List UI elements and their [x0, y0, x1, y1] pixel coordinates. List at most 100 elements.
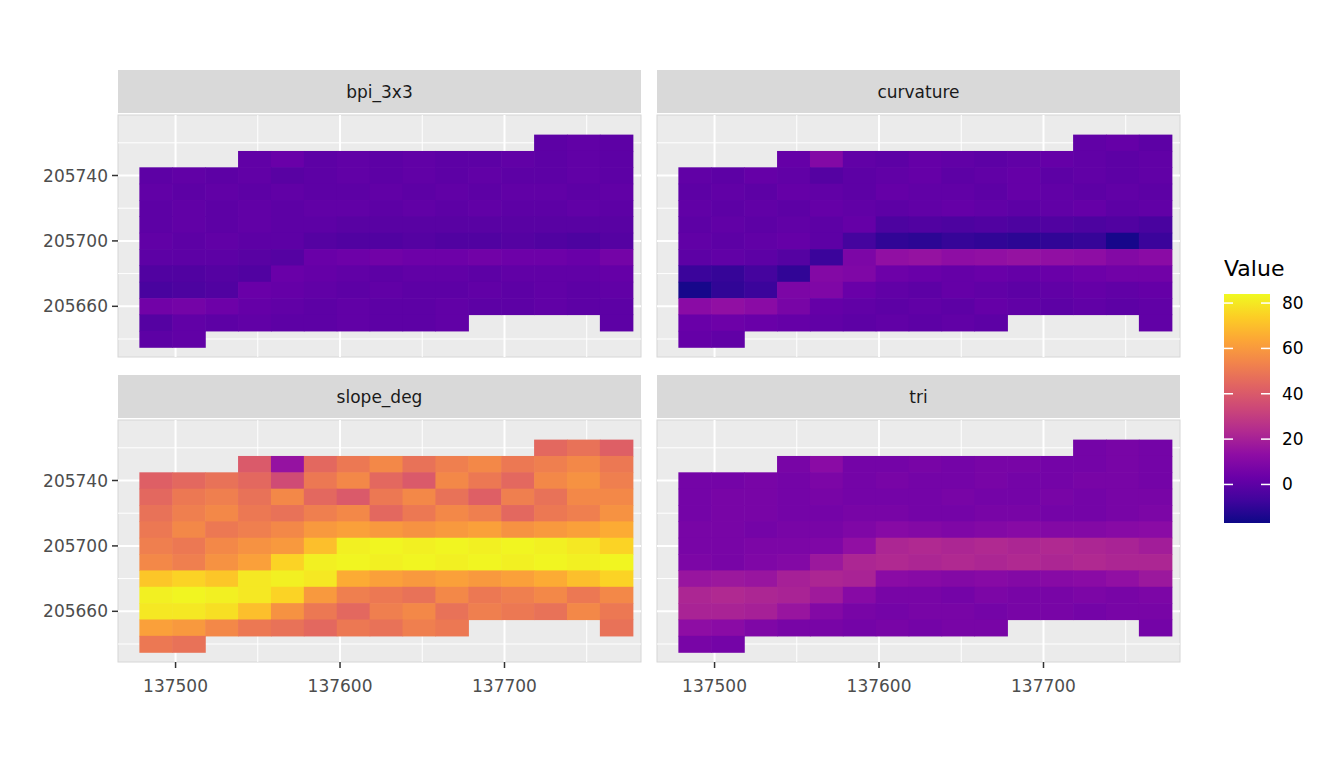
colorbar-tick: [1224, 393, 1233, 395]
cell: [600, 587, 633, 604]
cell: [909, 472, 942, 489]
cell: [1139, 521, 1172, 538]
cell: [205, 265, 238, 282]
cell: [1007, 456, 1040, 473]
cell: [1040, 570, 1073, 587]
cell: [909, 603, 942, 620]
cell: [172, 298, 205, 315]
cell: [711, 200, 744, 217]
cell: [205, 603, 238, 620]
cell: [843, 216, 876, 233]
cell: [534, 505, 567, 522]
cell: [337, 570, 370, 587]
cell: [678, 636, 711, 653]
cell: [974, 216, 1007, 233]
cell: [942, 200, 975, 217]
cell: [1073, 603, 1106, 620]
cell: [909, 521, 942, 538]
tick-label: 205740: [43, 166, 108, 186]
cell: [139, 619, 172, 636]
cell: [711, 489, 744, 506]
cell: [337, 298, 370, 315]
strip: [657, 70, 1180, 113]
cell: [468, 538, 501, 555]
legend-title: Value: [1224, 256, 1284, 281]
colorbar: [1224, 294, 1270, 523]
cell: [678, 167, 711, 184]
cell: [1106, 538, 1139, 555]
cell: [1106, 456, 1139, 473]
cell: [403, 456, 436, 473]
tick-label: 205660: [43, 296, 108, 316]
cell: [744, 472, 777, 489]
cell: [974, 505, 1007, 522]
cell: [304, 472, 337, 489]
cell: [337, 151, 370, 168]
cell: [534, 200, 567, 217]
cell: [810, 554, 843, 571]
cell: [942, 538, 975, 555]
cell: [678, 331, 711, 348]
cell: [468, 216, 501, 233]
cell: [139, 249, 172, 266]
cell: [711, 282, 744, 299]
cell: [370, 570, 403, 587]
cell: [1073, 265, 1106, 282]
cell: [172, 570, 205, 587]
cell: [600, 538, 633, 555]
cell: [777, 538, 810, 555]
cell: [843, 314, 876, 331]
cell: [1073, 298, 1106, 315]
cell: [843, 472, 876, 489]
cell: [1040, 521, 1073, 538]
cell: [1040, 167, 1073, 184]
cell: [534, 538, 567, 555]
cell: [711, 314, 744, 331]
cell: [678, 521, 711, 538]
cell: [435, 298, 468, 315]
cell: [271, 521, 304, 538]
cell: [370, 233, 403, 250]
cell: [942, 521, 975, 538]
tick: [1043, 662, 1045, 668]
cell: [843, 265, 876, 282]
tick-label: 205700: [43, 231, 108, 251]
cell: [468, 472, 501, 489]
cell: [238, 314, 271, 331]
cell: [139, 167, 172, 184]
cell: [1073, 233, 1106, 250]
cell: [205, 233, 238, 250]
colorbar-tick: [1261, 302, 1270, 304]
cell: [876, 554, 909, 571]
tick-label: 137500: [682, 676, 747, 696]
cell: [172, 619, 205, 636]
cell: [600, 505, 633, 522]
tick: [112, 480, 118, 482]
cell: [876, 151, 909, 168]
cell: [744, 521, 777, 538]
cell: [744, 619, 777, 636]
cell: [810, 282, 843, 299]
cell: [711, 636, 744, 653]
cell: [304, 298, 337, 315]
cell: [567, 489, 600, 506]
cell: [974, 472, 1007, 489]
cell: [205, 489, 238, 506]
cell: [1106, 200, 1139, 217]
cell: [744, 587, 777, 604]
cell: [810, 314, 843, 331]
tick-label: 205700: [43, 536, 108, 556]
cell: [600, 619, 633, 636]
cell: [1106, 298, 1139, 315]
cell: [534, 521, 567, 538]
cell: [1073, 440, 1106, 457]
cell: [1106, 135, 1139, 152]
cell: [909, 554, 942, 571]
cell: [1040, 184, 1073, 201]
cell: [876, 249, 909, 266]
cell: [678, 314, 711, 331]
cell: [501, 456, 534, 473]
cell: [468, 489, 501, 506]
cell: [567, 472, 600, 489]
cell: [534, 603, 567, 620]
